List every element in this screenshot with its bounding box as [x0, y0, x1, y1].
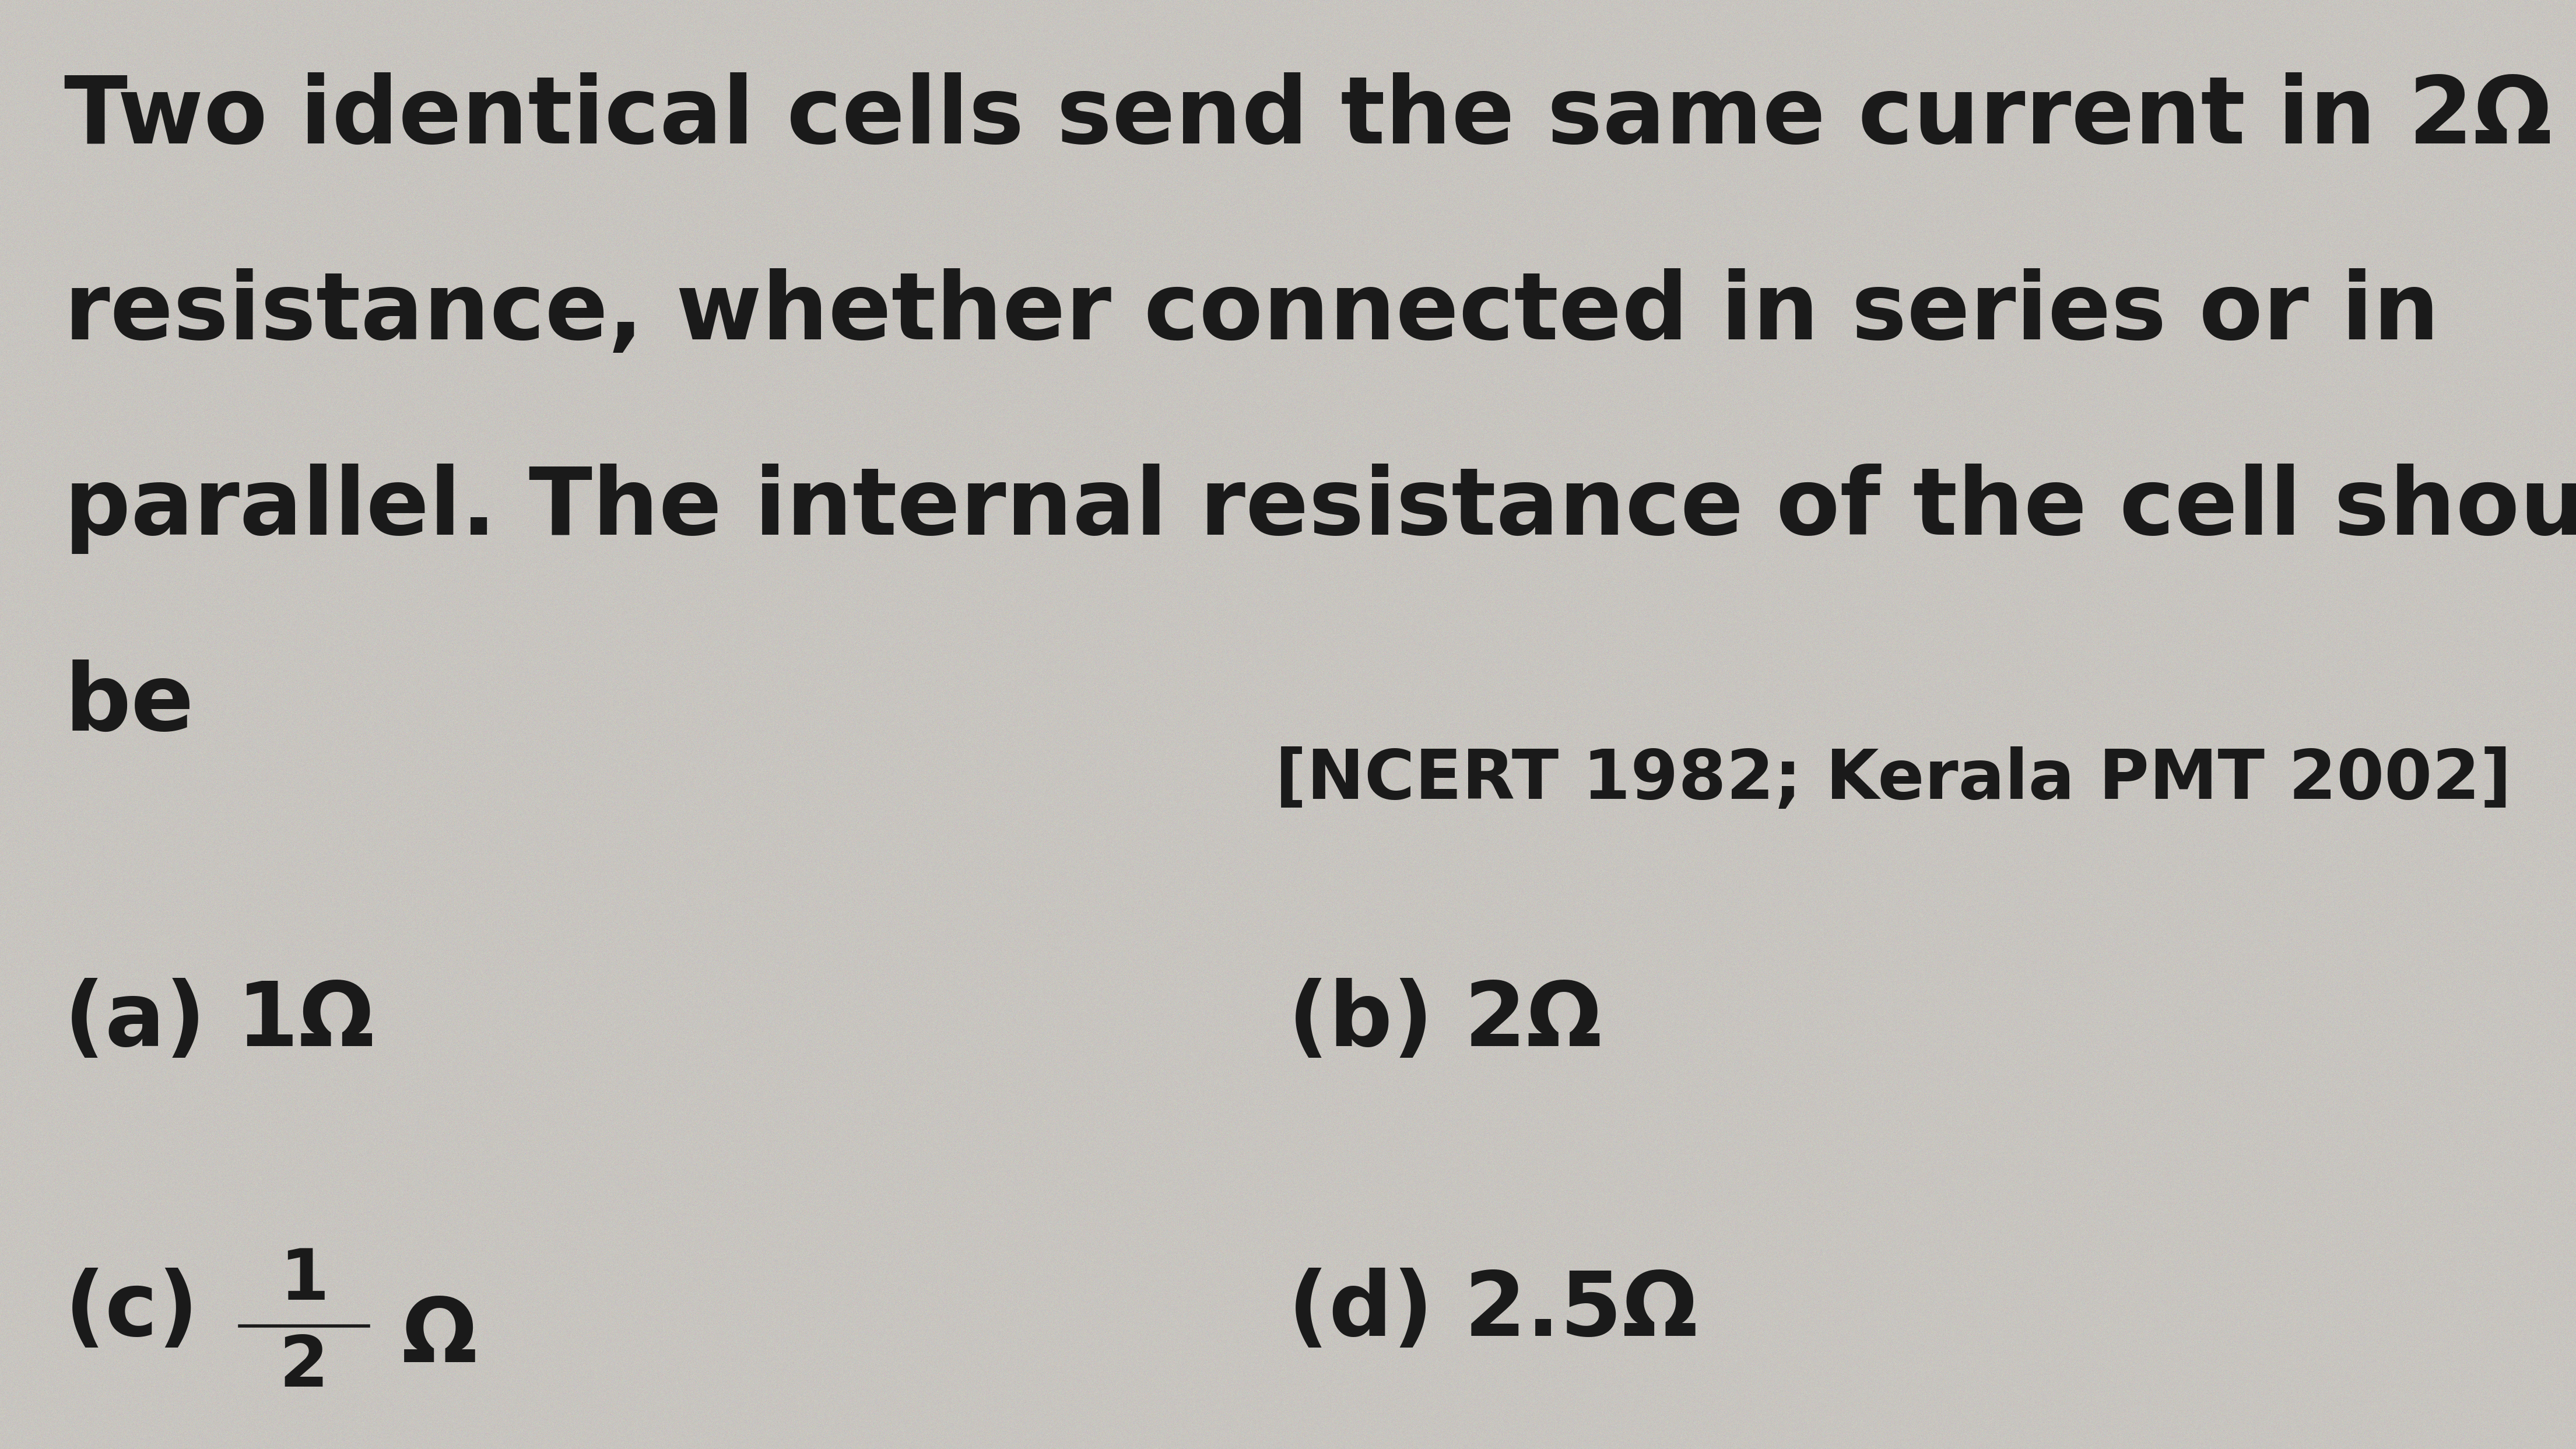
Text: (d) 2.5Ω: (d) 2.5Ω	[1288, 1268, 1698, 1355]
Text: [NCERT 1982; Kerala PMT 2002]: [NCERT 1982; Kerala PMT 2002]	[1275, 746, 2512, 813]
Text: 2: 2	[278, 1333, 330, 1401]
Text: Ω: Ω	[402, 1294, 477, 1381]
Text: resistance, whether connected in series or in: resistance, whether connected in series …	[64, 268, 2439, 358]
Text: be: be	[64, 659, 193, 749]
Text: (b) 2Ω: (b) 2Ω	[1288, 978, 1602, 1065]
Text: (c): (c)	[64, 1268, 198, 1355]
Text: parallel. The internal resistance of the cell should: parallel. The internal resistance of the…	[64, 464, 2576, 554]
Text: Two identical cells send the same current in 2Ω: Two identical cells send the same curren…	[64, 72, 2553, 162]
Text: (a) 1Ω: (a) 1Ω	[64, 978, 374, 1065]
Text: 1: 1	[278, 1246, 330, 1314]
